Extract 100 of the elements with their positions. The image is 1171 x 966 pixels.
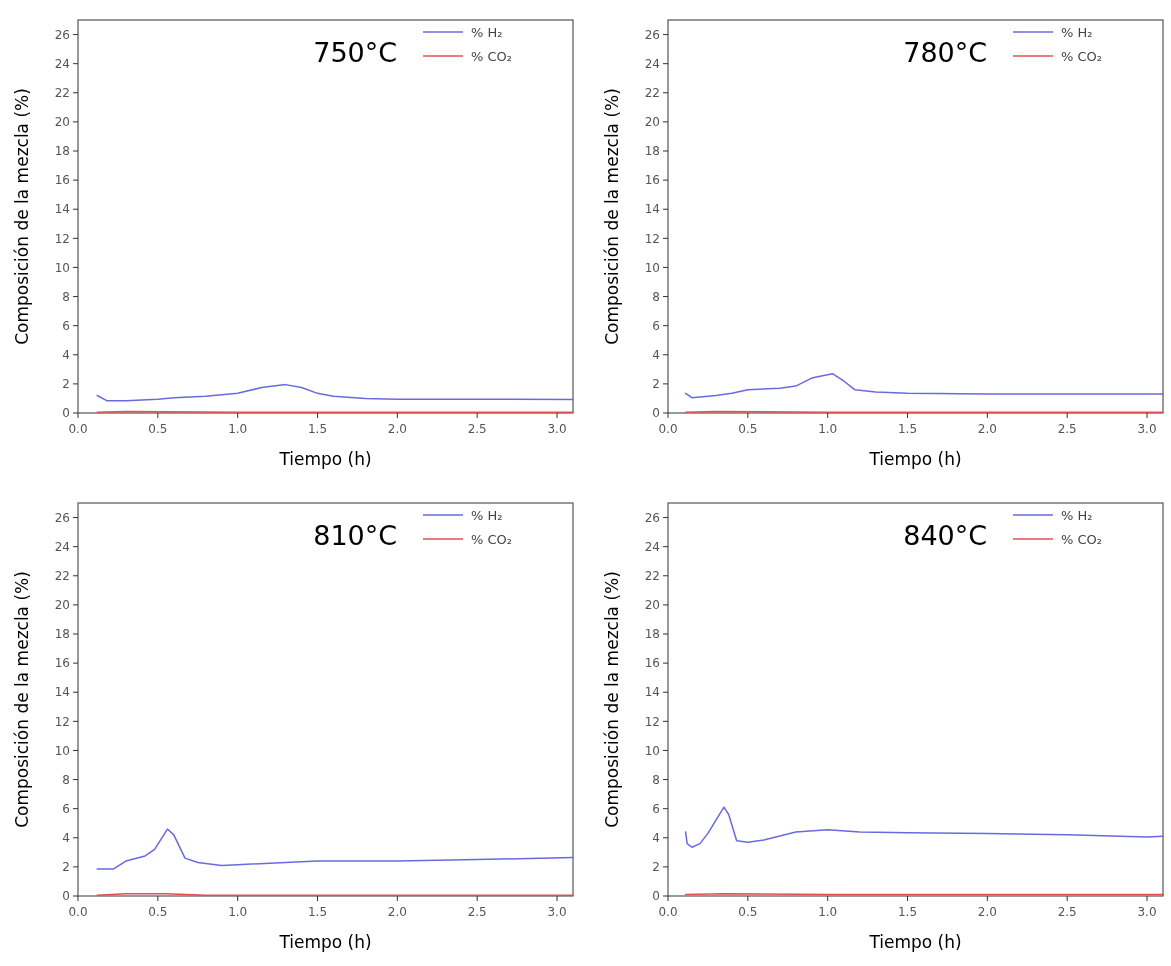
x-tick-label: 0.5 [148,422,168,436]
y-tick-label: 12 [54,714,70,729]
x-tick-label: 1.5 [307,905,328,919]
legend-label: % CO₂ [471,48,513,64]
x-axis-title: Tiempo (h) [868,932,962,952]
y-tick-label: 14 [54,685,70,700]
x-tick-label: 2.0 [977,422,997,436]
line-series [684,372,1164,399]
x-axis-title: Tiempo (h) [278,449,372,469]
x-tick-label: 3.0 [547,905,567,919]
y-tick-label: 4 [62,347,70,362]
x-tick-label: 2.0 [977,905,997,919]
y-tick-label: 2 [62,860,70,875]
y-tick-label: 26 [54,27,70,42]
y-tick-label: 18 [644,144,660,159]
y-tick-label: 16 [54,656,70,671]
y-tick-label: 6 [652,318,660,333]
y-tick-label: 16 [54,173,70,188]
y-tick-label: 0 [62,889,70,904]
y-tick-label: 4 [652,830,660,845]
x-axis-title: Tiempo (h) [868,449,962,469]
y-tick-label: 22 [644,568,660,583]
y-tick-label: 20 [644,598,660,613]
y-tick-label: 2 [62,377,70,392]
y-tick-label: 10 [644,743,660,758]
y-tick-label: 8 [652,289,660,304]
y-tick-label: 18 [54,627,70,642]
y-tick-label: 16 [644,173,660,188]
y-tick-label: 8 [62,289,70,304]
x-tick-label: 0.5 [738,905,758,919]
x-tick-label: 1.5 [307,422,328,436]
x-tick-label: 1.5 [897,422,918,436]
x-tick-label: 0.0 [68,905,88,919]
y-tick-label: 4 [62,830,70,845]
legend-label: % CO₂ [471,531,513,547]
y-tick-label: 22 [54,568,70,583]
x-tick-label: 2.5 [467,422,487,436]
y-tick-label: 6 [62,801,70,816]
x-tick-label: 2.5 [467,905,487,919]
x-axis-title: Tiempo (h) [278,932,372,952]
x-tick-label: 1.0 [228,422,248,436]
y-tick-label: 8 [62,772,70,787]
y-tick-label: 22 [54,85,70,100]
x-tick-label: 2.5 [1057,422,1077,436]
y-tick-label: 0 [62,406,70,421]
y-tick-label: 16 [644,656,660,671]
y-tick-label: 24 [54,56,70,71]
y-tick-label: 10 [54,743,70,758]
x-tick-label: 2.0 [387,422,407,436]
x-tick-label: 0.0 [658,422,678,436]
y-tick-label: 24 [644,539,660,554]
y-tick-label: 12 [644,714,660,729]
text: 810°C [313,520,398,551]
line-series [96,828,574,870]
x-tick-label: 3.0 [1137,422,1157,436]
y-tick-label: 6 [62,318,70,333]
x-tick-label: 0.5 [738,422,758,436]
y-tick-label: 20 [644,115,660,130]
legend-label: % H₂ [1061,507,1093,523]
legend-label: % H₂ [471,24,503,40]
line-series [684,806,1164,848]
y-tick-label: 26 [54,510,70,525]
y-tick-label: 6 [652,801,660,816]
text: 750°C [313,37,398,68]
x-tick-label: 2.0 [387,905,407,919]
y-tick-label: 4 [652,347,660,362]
y-tick-label: 24 [54,539,70,554]
x-tick-label: 1.0 [818,905,838,919]
legend-label: % CO₂ [1061,48,1103,64]
x-tick-label: 1.5 [897,905,918,919]
y-axis-title: Composición de la mezcla (%) [602,88,622,345]
y-tick-label: 18 [644,627,660,642]
y-tick-label: 2 [652,860,660,875]
y-tick-label: 20 [54,598,70,613]
y-axis-title: Composición de la mezcla (%) [602,571,622,828]
y-tick-label: 10 [644,260,660,275]
legend-label: % H₂ [471,507,503,523]
x-tick-label: 0.0 [68,422,88,436]
y-axis-title: Composición de la mezcla (%) [12,571,32,828]
y-axis-title: Composición de la mezcla (%) [12,88,32,345]
x-tick-label: 0.0 [658,905,678,919]
y-tick-label: 12 [644,231,660,246]
text: 840°C [903,520,988,551]
y-tick-label: 14 [54,202,70,217]
y-tick-label: 2 [652,377,660,392]
y-tick-label: 0 [652,889,660,904]
x-tick-label: 3.0 [1137,905,1157,919]
x-tick-label: 3.0 [547,422,567,436]
x-tick-label: 2.5 [1057,905,1077,919]
legend-label: % H₂ [1061,24,1093,40]
y-tick-label: 8 [652,772,660,787]
legend-label: % CO₂ [1061,531,1103,547]
y-tick-label: 22 [644,85,660,100]
y-tick-label: 14 [644,685,660,700]
y-tick-label: 26 [644,510,660,525]
y-tick-label: 24 [644,56,660,71]
line-series [96,383,574,402]
y-tick-label: 20 [54,115,70,130]
y-tick-label: 0 [652,406,660,421]
y-tick-label: 26 [644,27,660,42]
